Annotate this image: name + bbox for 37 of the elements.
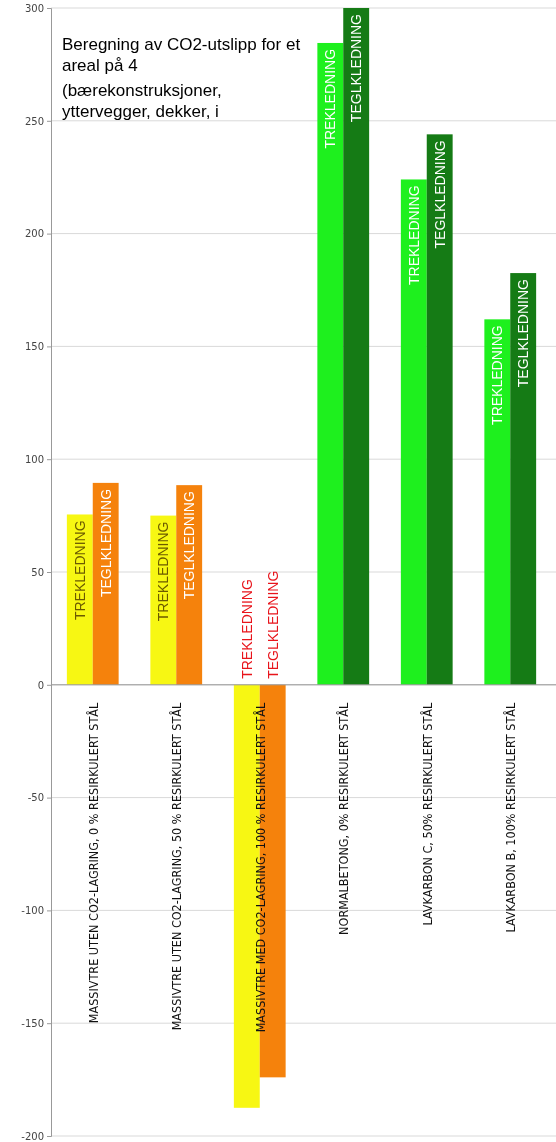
y-tick-label: -50	[27, 792, 44, 804]
text: TREKLEDNING	[155, 521, 172, 622]
y-tick-label: -200	[21, 1130, 44, 1142]
series-label: TEGLKLEDNING	[97, 488, 114, 598]
y-tick-label: -150	[21, 1017, 44, 1029]
bar	[317, 42, 344, 685]
text: TREKLEDNING	[405, 185, 422, 286]
y-tick-label: -100	[21, 905, 44, 917]
bar	[426, 134, 453, 685]
bar	[510, 273, 537, 685]
y-tick-label: 50	[31, 566, 44, 578]
y-tick-label: 250	[24, 115, 44, 127]
x-tick-label: MASSIVTRE UTEN CO2-LAGRING, 0 % RESIRKULERT STÅL	[85, 702, 101, 1024]
bar	[343, 8, 370, 685]
text: TREKLEDNING	[322, 48, 339, 149]
x-tick-label: MASSIVTRE MED CO2-LAGRING, 100 % RESIRKULERT STÅL	[252, 702, 268, 1033]
y-tick-label: 200	[24, 228, 44, 240]
text: TEGLKLEDNING	[348, 14, 365, 123]
x-tick-label: MASSIVTRE UTEN CO2-LAGRING, 50 % RESIRKULERT STÅL	[169, 702, 185, 1031]
y-tick-label: 0	[37, 679, 44, 691]
series-label: TREKLEDNING	[71, 520, 88, 621]
y-tick-label: 100	[24, 453, 44, 465]
text: TEGLKLEDNING	[181, 491, 198, 600]
bar	[400, 179, 427, 685]
text: TEGLKLEDNING	[431, 140, 448, 249]
bar	[484, 319, 511, 685]
x-tick-label: LAVKARBON B, 100% RESIRKULERT STÅL	[503, 702, 519, 933]
x-tick-label: NORMALBETONG, 0% RESIRKULERT STÅL	[336, 702, 352, 935]
y-tick-label: 300	[24, 2, 44, 14]
y-tick-label: 150	[24, 341, 44, 353]
text: TREKLEDNING	[238, 579, 255, 679]
x-tick-label: LAVKARBON C, 50% RESIRKULERT STÅL	[419, 702, 435, 926]
text: TEGLKLEDNING	[264, 570, 281, 679]
text: TEGLKLEDNING	[515, 279, 532, 388]
text: (bærekonstruksjoner, yttervegger, dekker, i	[62, 81, 222, 121]
text: Beregning av CO2-utslipp for et areal på 4	[62, 35, 301, 75]
text: TREKLEDNING	[489, 325, 506, 425]
